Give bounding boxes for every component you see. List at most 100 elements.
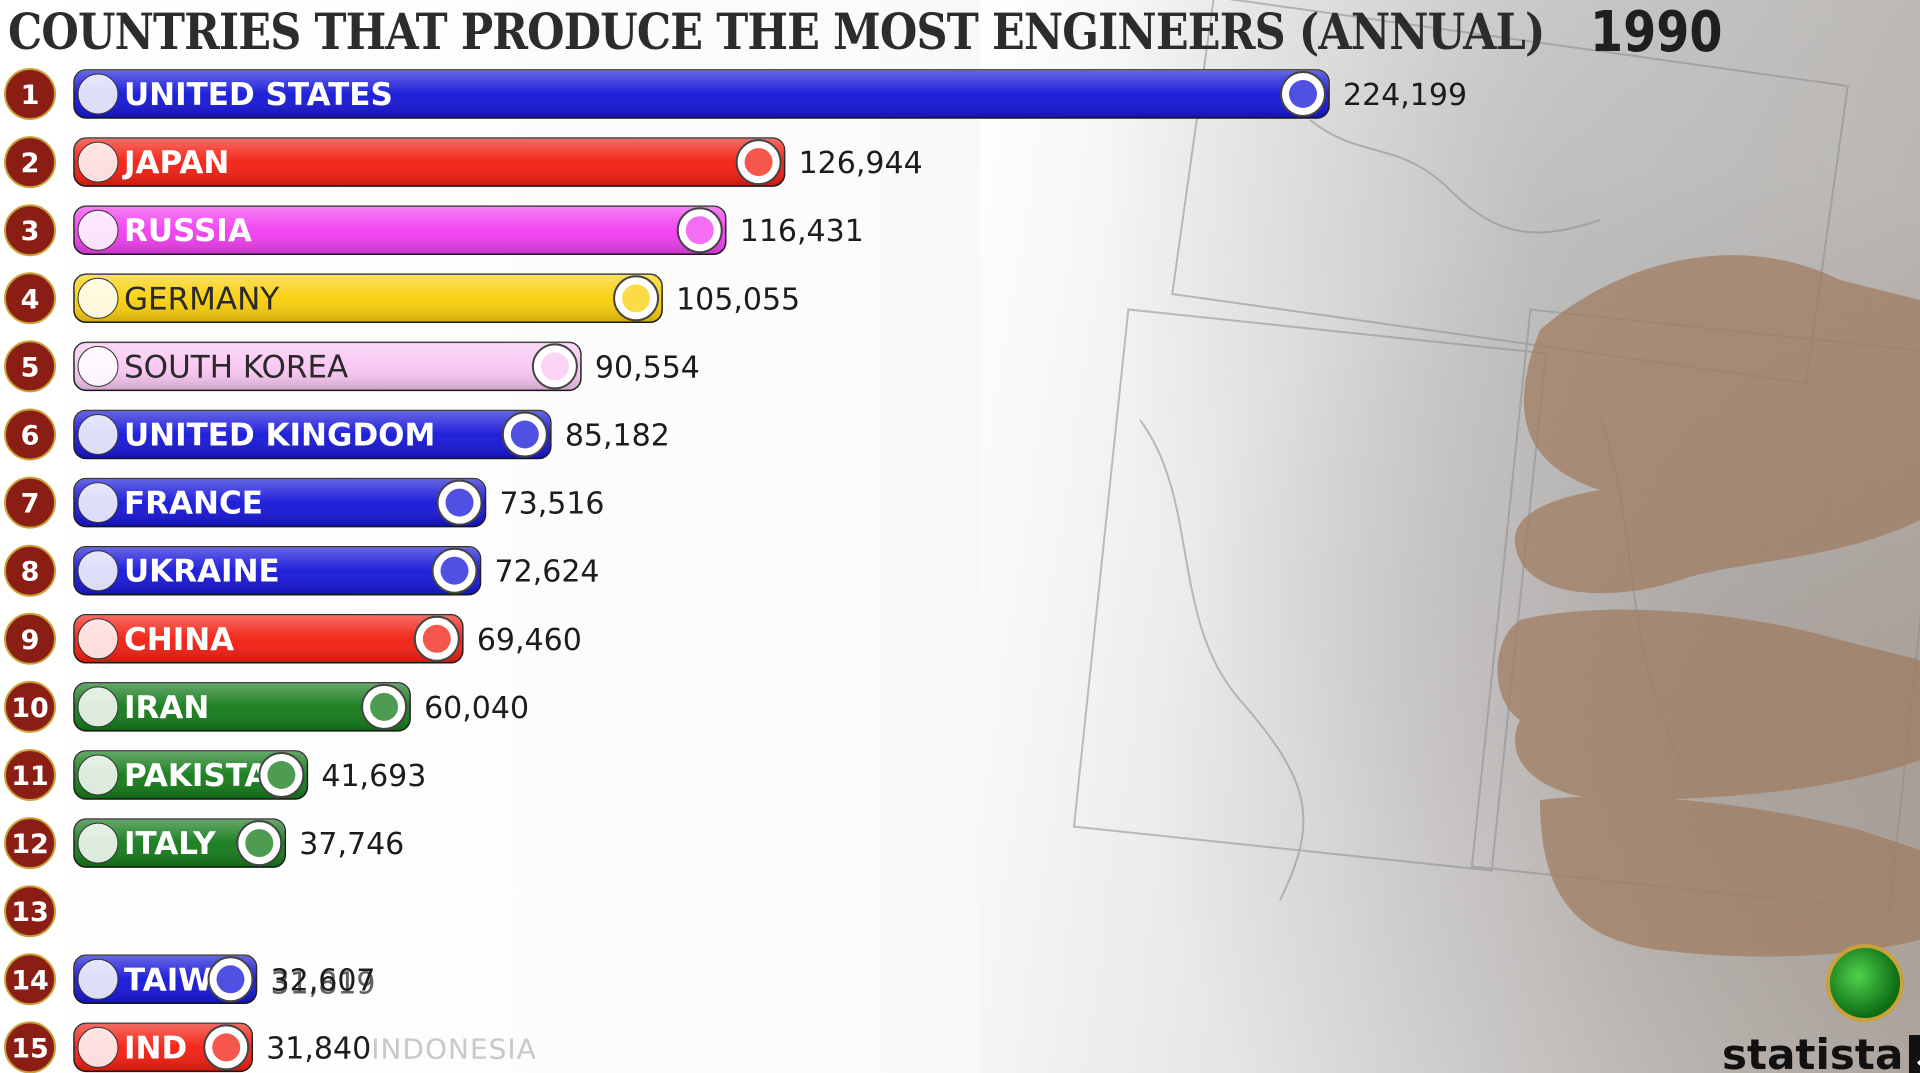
value-label: 116,431: [740, 214, 864, 249]
rank-number: 4: [21, 284, 40, 315]
rank-badge: [4, 953, 56, 1006]
bar-gloss: [74, 546, 481, 595]
chart-title: COUNTRIES THAT PRODUCE THE MOST ENGINEER…: [8, 1, 1545, 61]
bar-label: IND: [124, 1030, 187, 1066]
bar-gloss: [74, 955, 257, 1004]
flag-inner: [216, 965, 245, 994]
us-seal-icon: [77, 73, 119, 115]
value-label: 85,182: [565, 419, 670, 454]
bar-label: UNITED KINGDOM: [124, 418, 435, 454]
rank-number: 1: [21, 80, 40, 111]
korea-emblem-icon: [77, 345, 119, 387]
value-label: 224,199: [1343, 78, 1467, 113]
bar-label: IRAN: [124, 690, 209, 726]
rank-badge: [4, 204, 56, 257]
rank-badge: [4, 68, 56, 120]
bar-gloss: [74, 614, 463, 663]
channel-logo-icon: [1826, 944, 1904, 1022]
bar-label: TAIW: [124, 962, 212, 998]
flag-inner: [510, 420, 539, 449]
bar-label: FRANCE: [124, 486, 263, 522]
flag-inner: [267, 761, 296, 789]
rank-number: 5: [21, 352, 40, 383]
bar-gloss: [74, 410, 551, 459]
rank-number: 14: [11, 965, 49, 996]
rank-badge: [4, 272, 56, 325]
bar-gloss: [74, 138, 785, 187]
flag-inner: [445, 488, 474, 517]
value-label: 69,460: [477, 623, 582, 658]
value-label: 90,554: [595, 350, 700, 385]
flag-inner: [622, 284, 651, 313]
bar-label: JAPAN: [122, 145, 229, 181]
bar-gloss: [74, 206, 726, 255]
rank-number: 12: [11, 829, 49, 860]
france-emblem-icon: [77, 482, 119, 524]
value-label-overlap: 31,819: [271, 966, 376, 1001]
bar-label: UNITED STATES: [124, 77, 393, 113]
japan-chrysanthemum-icon: [77, 141, 119, 183]
rank-badge: [4, 408, 56, 461]
flag-inner: [744, 148, 773, 177]
flag-inner: [370, 692, 399, 721]
rank-number: 15: [11, 1033, 49, 1064]
bar-label: CHINA: [124, 622, 234, 658]
bar-gloss: [74, 682, 411, 731]
value-label: 105,055: [676, 282, 800, 317]
rank-number: 9: [21, 625, 40, 656]
rank-number: 13: [11, 897, 49, 928]
bar-label: PAKISTA: [124, 758, 268, 794]
value-label: 73,516: [500, 487, 605, 522]
flag-inner: [422, 624, 451, 653]
flag-inner: [540, 352, 569, 381]
rank-number: 7: [21, 489, 40, 520]
flag-inner: [685, 216, 714, 245]
rank-number: 10: [11, 693, 49, 724]
rank-number: 2: [21, 148, 40, 179]
rank-badge: [4, 476, 56, 529]
ukraine-trident-icon: [77, 550, 119, 592]
brand-name: statista: [1722, 1030, 1904, 1073]
value-label: 126,944: [799, 146, 923, 181]
taiwan-sun-icon: [77, 958, 119, 1000]
pakistan-emblem-icon: [77, 754, 119, 796]
value-label: 37,746: [299, 827, 404, 862]
year-label: 1990: [1590, 0, 1723, 65]
rank-badge: [4, 817, 56, 870]
bar-label: SOUTH KOREA: [124, 349, 348, 385]
rank-number: 6: [21, 421, 40, 452]
rank-number: 3: [21, 216, 40, 247]
iran-emblem-icon: [77, 686, 119, 728]
ghost-country-label: INDONESIA: [371, 1032, 537, 1065]
uk-coat-of-arms-icon: [77, 414, 119, 455]
rank-badge: [4, 340, 56, 393]
value-label: 60,040: [424, 691, 529, 726]
value-label: 32,607: [271, 963, 376, 998]
title-bar: COUNTRIES THAT PRODUCE THE MOST ENGINEER…: [8, 0, 1795, 62]
germany-eagle-icon: [77, 277, 119, 319]
statista-logo: statista: [1722, 1030, 1920, 1073]
flag-inner: [212, 1033, 241, 1062]
value-label: 72,624: [495, 555, 600, 590]
bar-label: GERMANY: [124, 281, 279, 317]
value-label: 31,840: [266, 1031, 371, 1066]
china-emblem-icon: [77, 618, 119, 660]
map-photo-sketch: [1072, 0, 1920, 957]
rank-badge: [4, 1021, 56, 1073]
rank-number: 11: [11, 761, 49, 792]
rank-badge: [4, 136, 56, 189]
flag-inner: [245, 829, 274, 858]
rank-badge: [4, 612, 56, 665]
bar-gloss: [74, 274, 663, 323]
rank-badge: [4, 749, 56, 801]
russia-eagle-icon: [77, 209, 119, 251]
bar-gloss: [74, 342, 581, 391]
rank-badge: [4, 885, 56, 938]
background-photo: [980, 0, 1920, 1073]
rank-badge: [4, 680, 56, 733]
italy-emblem-icon: [77, 822, 119, 864]
rank-number: 8: [21, 557, 40, 588]
bar-label: UKRAINE: [124, 554, 280, 590]
flag-inner: [1289, 80, 1317, 108]
